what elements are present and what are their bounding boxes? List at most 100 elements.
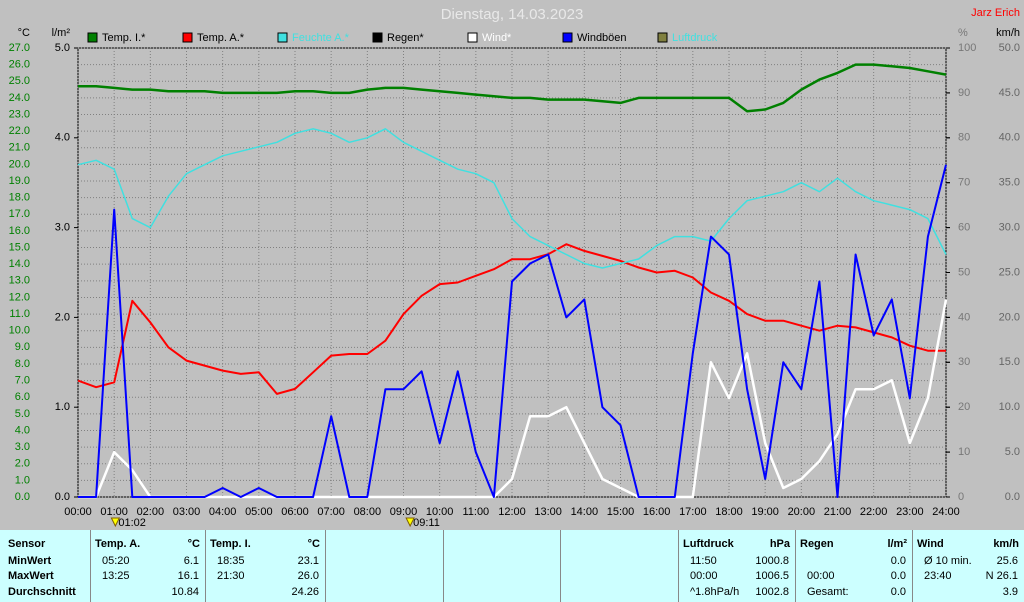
y-tick-label: 2.0: [55, 311, 70, 323]
column-unit: l/m²: [887, 538, 907, 550]
cell: 25.6: [996, 555, 1018, 567]
x-tick-label: 19:00: [751, 506, 779, 518]
row-label: MaxWert: [8, 570, 54, 582]
column-unit: km/h: [993, 538, 1019, 550]
cell: 0.0: [890, 586, 906, 598]
x-tick-label: 00:00: [64, 506, 92, 518]
legend-swatch: [87, 32, 98, 43]
row-label: MinWert: [8, 555, 52, 567]
chart-title: Dienstag, 14.03.2023: [441, 6, 584, 23]
y-tick-label: 30.0: [999, 222, 1020, 234]
y-tick-label: 70: [958, 177, 970, 189]
series-line: [78, 164, 947, 498]
x-tick-label: 03:00: [173, 506, 201, 518]
column-title: Luftdruck: [683, 538, 734, 550]
cell: 1006.5: [755, 570, 789, 582]
y-tick-label: 3.0: [15, 441, 30, 453]
cell: 3.9: [1002, 586, 1018, 598]
column-unit: hPa: [769, 538, 790, 550]
x-tick-label: 01:00: [100, 506, 128, 518]
y-tick-label: 0: [958, 491, 964, 503]
y-tick-label: 5.0: [1005, 446, 1020, 458]
x-tick-label: 09:00: [390, 506, 418, 518]
y-tick-label: 10.0: [9, 325, 30, 337]
y3-axis-label: %: [958, 27, 968, 39]
row-label: Durchschnitt: [8, 586, 76, 598]
cell: 16.1: [177, 570, 199, 582]
legend-label: Temp. I.*: [102, 32, 146, 44]
y-tick-label: 100: [958, 42, 976, 54]
legend-swatch: [657, 32, 668, 43]
summary-table: Sensor MinWert MaxWert Durchschnitt Temp. A.…: [0, 530, 1024, 602]
y-tick-label: 22.0: [9, 125, 30, 137]
y-tick-label: 0.0: [55, 491, 70, 503]
y2-axis-label: l/m²: [52, 27, 71, 39]
x-tick-label: 20:00: [788, 506, 816, 518]
y4-axis-label: km/h: [996, 27, 1020, 39]
y-tick-label: 12.0: [9, 291, 30, 303]
y-tick-label: 40: [958, 311, 970, 323]
x-tick-label: 02:00: [137, 506, 165, 518]
cell: 6.1: [183, 555, 199, 567]
y-tick-label: 5.0: [55, 42, 70, 54]
series-line: [78, 63, 947, 113]
y-tick-label: 0.0: [1005, 491, 1020, 503]
series-line: [78, 299, 948, 499]
column-unit: °C: [307, 538, 320, 550]
annotation: 09:11: [413, 517, 440, 529]
x-tick-label: 14:00: [571, 506, 599, 518]
legend-swatch: [182, 32, 193, 43]
cell: 0.0: [890, 555, 906, 567]
x-tick-label: 16:00: [643, 506, 671, 518]
legend-label: Wind*: [482, 32, 512, 44]
x-tick-label: 04:00: [209, 506, 237, 518]
y-tick-label: 25.0: [999, 266, 1020, 278]
y-tick-label: 50.0: [999, 42, 1020, 54]
column-title: Regen: [800, 538, 834, 550]
chart: Dienstag, 14.03.2023 Jarz Erich °C l/m² …: [9, 6, 1020, 529]
cell: 10.84: [171, 586, 199, 598]
legend-swatch: [277, 32, 288, 43]
y-tick-label: 20: [958, 401, 970, 413]
legend-label: Feuchte A.*: [292, 32, 350, 44]
x-tick-label: 15:00: [607, 506, 635, 518]
author: Jarz Erich: [971, 7, 1020, 19]
x-tick-label: 06:00: [281, 506, 309, 518]
y-tick-label: 26.0: [9, 59, 30, 71]
cell: 0.0: [890, 570, 906, 582]
x-tick-label: 05:00: [245, 506, 273, 518]
y-axis-label: °C: [18, 27, 30, 39]
y-tick-label: 15.0: [9, 241, 30, 253]
y-tick-label: 1.0: [55, 401, 70, 413]
y-tick-label: 7.0: [15, 374, 30, 386]
y-tick-label: 20.0: [999, 311, 1020, 323]
column-unit: °C: [187, 538, 200, 550]
y-tick-label: 80: [958, 132, 970, 144]
y-tick-label: 10.0: [999, 401, 1020, 413]
y-tick-label: 15.0: [999, 356, 1020, 368]
annotation-marker: [110, 517, 121, 528]
x-tick-label: 10:00: [426, 506, 454, 518]
y-tick-label: 21.0: [9, 142, 30, 154]
series-line: [77, 243, 946, 395]
legend-swatch: [372, 32, 383, 43]
cell: 11:50: [690, 555, 717, 567]
y-tick-label: 13.0: [9, 275, 30, 287]
y-tick-label: 23.0: [9, 108, 30, 120]
y-tick-label: 2.0: [15, 458, 30, 470]
y-tick-label: 50: [958, 266, 970, 278]
cell: N 26.1: [985, 570, 1018, 582]
cell: 05:20: [102, 555, 130, 567]
cell: 00:00: [690, 570, 718, 582]
series-line: [77, 128, 947, 269]
x-tick-label: 13:00: [534, 506, 562, 518]
x-tick-label: 11:00: [462, 506, 489, 518]
y-tick-label: 11.0: [9, 308, 30, 320]
y-tick-label: 27.0: [9, 42, 30, 54]
y-tick-label: 0.0: [15, 491, 30, 503]
y-tick-label: 24.0: [9, 92, 30, 104]
y-tick-label: 18.0: [9, 192, 30, 204]
y-tick-label: 3.0: [55, 222, 70, 234]
y-tick-label: 6.0: [15, 391, 30, 403]
